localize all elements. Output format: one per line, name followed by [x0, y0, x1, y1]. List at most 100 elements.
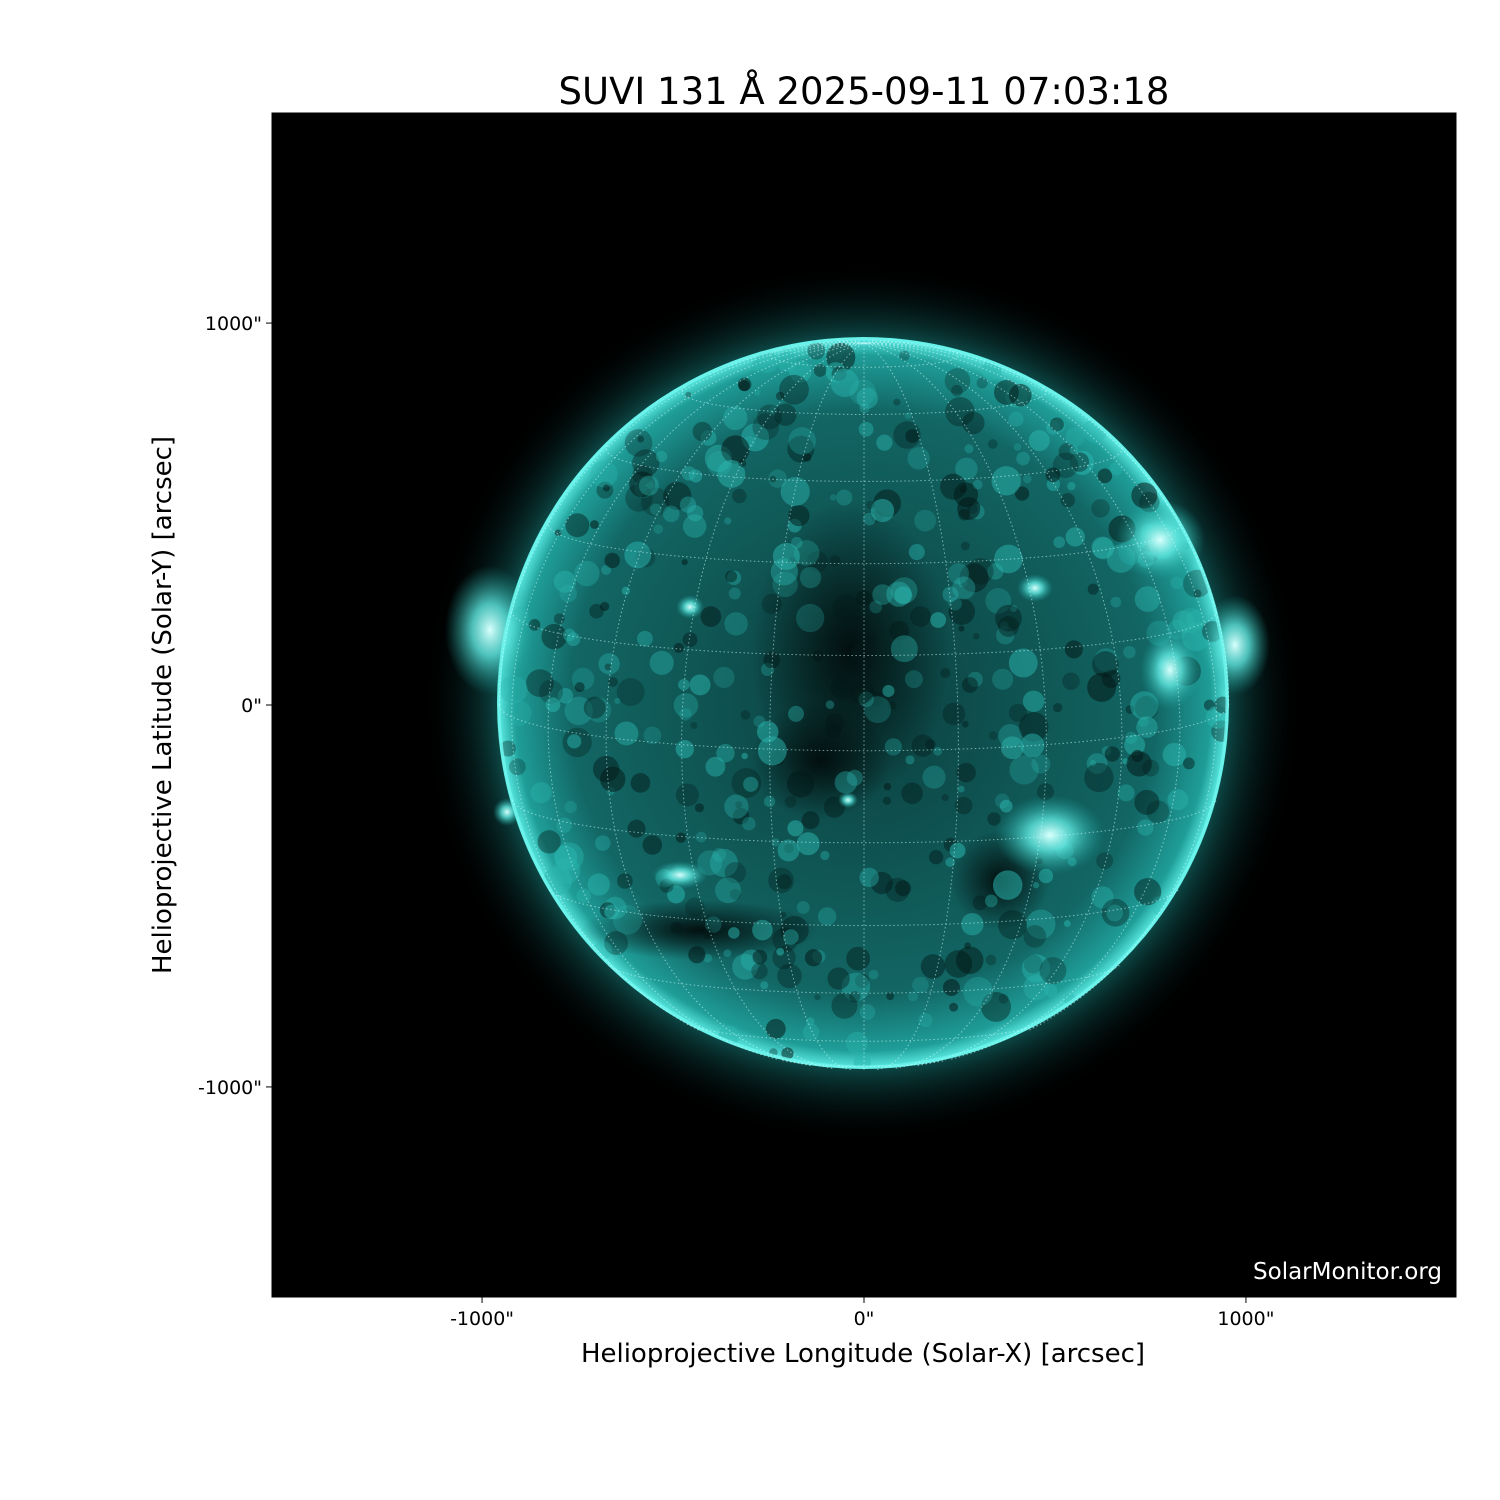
- disk-texture: [788, 505, 810, 527]
- disk-texture: [1069, 452, 1090, 472]
- coronal-hole: [580, 900, 820, 960]
- axis-ticks: -1000" 0" 1000" 1000" 0" -1000": [198, 313, 1274, 1330]
- disk-texture: [1031, 754, 1051, 774]
- disk-texture: [772, 571, 798, 598]
- disk-texture: [994, 379, 1019, 405]
- disk-texture: [786, 770, 815, 798]
- disk-texture: [985, 588, 1012, 614]
- x-axis-label: Helioprojective Longitude (Solar-X) [arc…: [581, 1339, 1145, 1369]
- disk-texture: [1023, 474, 1032, 484]
- disk-texture: [814, 994, 821, 1001]
- disk-texture: [1062, 672, 1080, 691]
- disk-texture: [942, 586, 959, 603]
- disk-texture: [721, 435, 750, 464]
- disk-texture: [867, 691, 884, 707]
- disk-texture: [638, 475, 659, 496]
- disk-texture: [731, 768, 762, 798]
- disk-texture: [566, 632, 581, 647]
- disk-texture: [853, 615, 868, 630]
- active-region: [995, 795, 1105, 875]
- disk-texture: [604, 904, 619, 920]
- grid-line: [787, 341, 865, 349]
- disk-texture: [1170, 576, 1184, 590]
- disk-texture: [992, 668, 1014, 690]
- disk-texture: [1014, 486, 1030, 501]
- disk-texture: [728, 587, 741, 600]
- disk-texture: [948, 596, 962, 611]
- disk-texture: [1022, 690, 1045, 712]
- disk-texture: [825, 713, 845, 733]
- disk-texture: [964, 942, 971, 949]
- disk-texture: [557, 687, 574, 704]
- disk-texture: [723, 949, 732, 958]
- disk-texture: [1125, 705, 1135, 714]
- heliographic-grid: [498, 340, 1230, 1070]
- disk-texture: [752, 949, 768, 965]
- disk-texture: [899, 350, 910, 361]
- coronal-hole: [750, 700, 890, 820]
- disk-texture: [802, 453, 812, 462]
- disk-texture: [614, 697, 621, 705]
- disk-texture: [537, 830, 561, 854]
- disk-texture: [948, 563, 970, 585]
- disk-texture: [787, 435, 815, 463]
- disk-texture: [1104, 746, 1120, 762]
- disk-texture: [957, 785, 965, 793]
- grid-line: [605, 445, 1123, 482]
- disk-texture: [1049, 417, 1064, 432]
- disk-texture: [1092, 537, 1115, 560]
- disk-texture: [859, 402, 870, 414]
- disk-texture: [1023, 925, 1047, 948]
- disk-texture: [829, 494, 837, 501]
- disk-texture: [705, 756, 726, 777]
- disk-texture: [882, 684, 895, 698]
- disk-texture: [945, 397, 975, 427]
- disk-texture: [617, 873, 633, 889]
- disk-texture: [1186, 610, 1205, 629]
- disk-texture: [1124, 734, 1146, 756]
- disk-texture: [1000, 736, 1024, 760]
- disk-texture: [675, 783, 699, 807]
- active-region: [445, 565, 535, 695]
- disk-texture: [1138, 716, 1149, 728]
- disk-texture: [627, 819, 646, 838]
- watermark: SolarMonitor.org: [1253, 1259, 1442, 1285]
- disk-texture: [1092, 651, 1119, 678]
- disk-texture: [888, 701, 897, 710]
- disk-texture: [987, 439, 998, 449]
- disk-texture: [732, 488, 747, 504]
- disk-texture: [1063, 920, 1071, 928]
- disk-texture: [890, 635, 918, 663]
- disk-texture: [849, 378, 876, 406]
- disk-texture: [998, 616, 1019, 637]
- disk-texture: [1065, 527, 1085, 547]
- disk-texture: [967, 558, 994, 585]
- disk-texture: [602, 484, 610, 492]
- disk-texture: [765, 1018, 786, 1039]
- disk-texture: [716, 743, 735, 763]
- disk-texture: [955, 796, 973, 815]
- disk-texture: [751, 962, 768, 980]
- disk-texture: [1070, 450, 1095, 475]
- disk-texture: [920, 954, 946, 979]
- disk-texture: [692, 421, 713, 442]
- disk-texture: [1013, 443, 1022, 451]
- disk-texture: [564, 696, 593, 726]
- disk-texture: [940, 667, 951, 678]
- disk-texture: [973, 632, 980, 640]
- disk-texture: [952, 576, 976, 600]
- disk-texture: [724, 612, 748, 636]
- disk-texture: [925, 739, 936, 750]
- disk-texture: [859, 867, 879, 888]
- grid-line: [498, 342, 865, 706]
- disk-texture: [999, 621, 1009, 631]
- disk-texture: [740, 710, 751, 720]
- disk-texture: [679, 496, 697, 513]
- disk-texture: [616, 678, 645, 706]
- disk-texture: [706, 450, 733, 477]
- disk-texture: [637, 630, 653, 647]
- active-region: [1140, 630, 1200, 710]
- disk-texture: [1023, 954, 1043, 974]
- disk-texture: [865, 500, 875, 510]
- disk-texture: [884, 738, 902, 756]
